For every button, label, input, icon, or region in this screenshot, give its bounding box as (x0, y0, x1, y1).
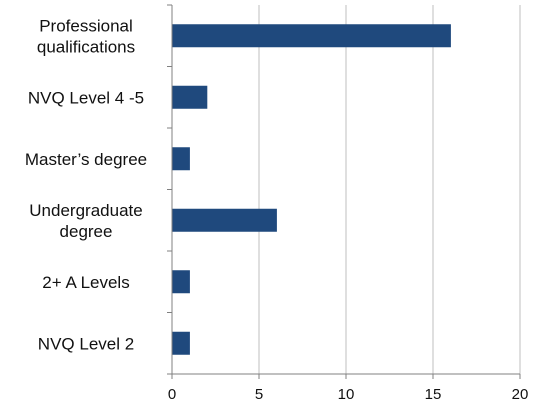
category-label-line: qualifications (37, 37, 135, 56)
bar-3 (172, 208, 277, 232)
x-tick-label-3: 15 (425, 386, 442, 403)
category-label-2: Master’s degree (25, 150, 147, 169)
x-tick-label-0: 0 (168, 386, 176, 403)
x-tick-label-2: 10 (338, 386, 355, 403)
category-label-5: NVQ Level 2 (38, 334, 134, 353)
bar-0 (172, 24, 451, 48)
bar-4 (172, 270, 190, 294)
category-label-1: NVQ Level 4 -5 (28, 88, 144, 107)
category-label-line: NVQ Level 4 -5 (28, 88, 144, 107)
category-label-line: NVQ Level 2 (38, 334, 134, 353)
category-label-line: Master’s degree (25, 150, 147, 169)
gridlines (258, 5, 521, 374)
category-label-3: Undergraduate degree (29, 201, 142, 241)
x-tick-label-1: 5 (255, 386, 263, 403)
category-label-0: Professional qualifications (37, 16, 135, 56)
bar-5 (172, 331, 190, 355)
category-label-4: 2+ A Levels (42, 273, 129, 292)
category-label-line: Undergraduate (29, 201, 142, 220)
bars (172, 24, 451, 355)
axes (167, 4, 521, 379)
category-labels: Professional qualifications NVQ Level 4 -5… (25, 16, 147, 353)
x-tick-label-4: 20 (512, 386, 529, 403)
category-label-line: 2+ A Levels (42, 273, 129, 292)
bar-1 (172, 85, 208, 109)
bar-2 (172, 147, 190, 171)
category-label-line: degree (60, 222, 113, 241)
category-label-line: Professional (39, 16, 133, 35)
x-tick-labels: 0 5 10 15 20 (168, 386, 529, 403)
